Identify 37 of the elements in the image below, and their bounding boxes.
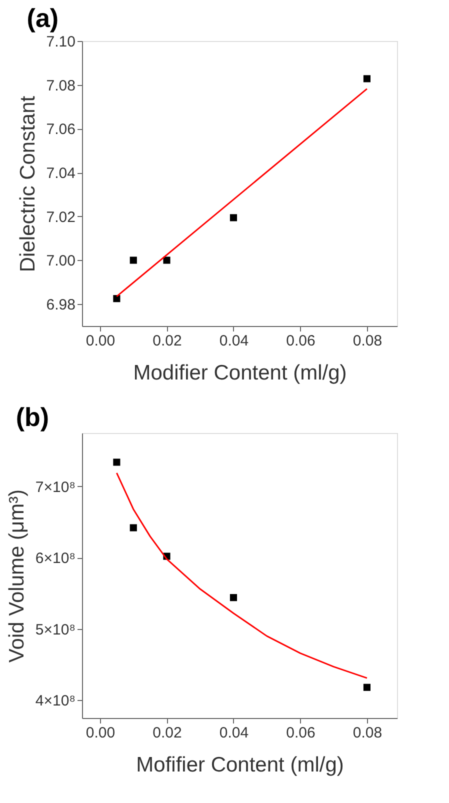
chart-title: (b): [16, 402, 50, 432]
y-tick-label: 7.06: [46, 121, 76, 138]
y-tick-label: 7×10⁸: [35, 478, 76, 496]
x-tick-label: 0.06: [286, 724, 316, 742]
y-tick-label: 6.98: [46, 296, 76, 314]
x-axis-title: Mofifier Content (ml/g): [136, 754, 344, 776]
x-axis-title: Modifier Content (ml/g): [133, 362, 347, 384]
point: [363, 75, 371, 82]
point: [163, 256, 170, 264]
y-tick-label: 7.08: [46, 77, 76, 94]
x-tick-label: 0.00: [86, 724, 116, 742]
point: [130, 524, 137, 532]
y-tick-label: 6×10⁸: [35, 550, 76, 568]
y-tick-label: 7.04: [46, 165, 76, 182]
x-tick-label: 0.06: [286, 332, 316, 350]
point: [230, 594, 238, 602]
y-tick-label: 5×10⁸: [35, 621, 76, 638]
y-axis-title: Void Volume (μm³): [5, 489, 28, 663]
x-tick-label: 0.08: [352, 724, 382, 742]
x-tick-label: 0.04: [219, 332, 249, 350]
y-axis-title: Dielectric Constant: [16, 96, 40, 272]
x-tick-label: 0.02: [152, 724, 182, 742]
y-tick-label: 7.10: [46, 34, 76, 50]
y-tick-label: 7.00: [46, 252, 76, 270]
x-tick-label: 0.02: [152, 332, 182, 350]
point: [130, 256, 137, 264]
point: [113, 458, 120, 466]
y-tick-label: 7.02: [46, 208, 76, 226]
x-tick-label: 0.04: [219, 724, 249, 742]
x-tick-label: 0.08: [352, 332, 382, 350]
point: [113, 295, 120, 302]
point: [363, 684, 371, 691]
line-series: [116, 472, 368, 679]
point: [230, 214, 238, 222]
chart-title: (a): [26, 3, 59, 33]
x-tick-label: 0.00: [86, 332, 116, 350]
y-tick-label: 4×10⁸: [35, 692, 76, 710]
